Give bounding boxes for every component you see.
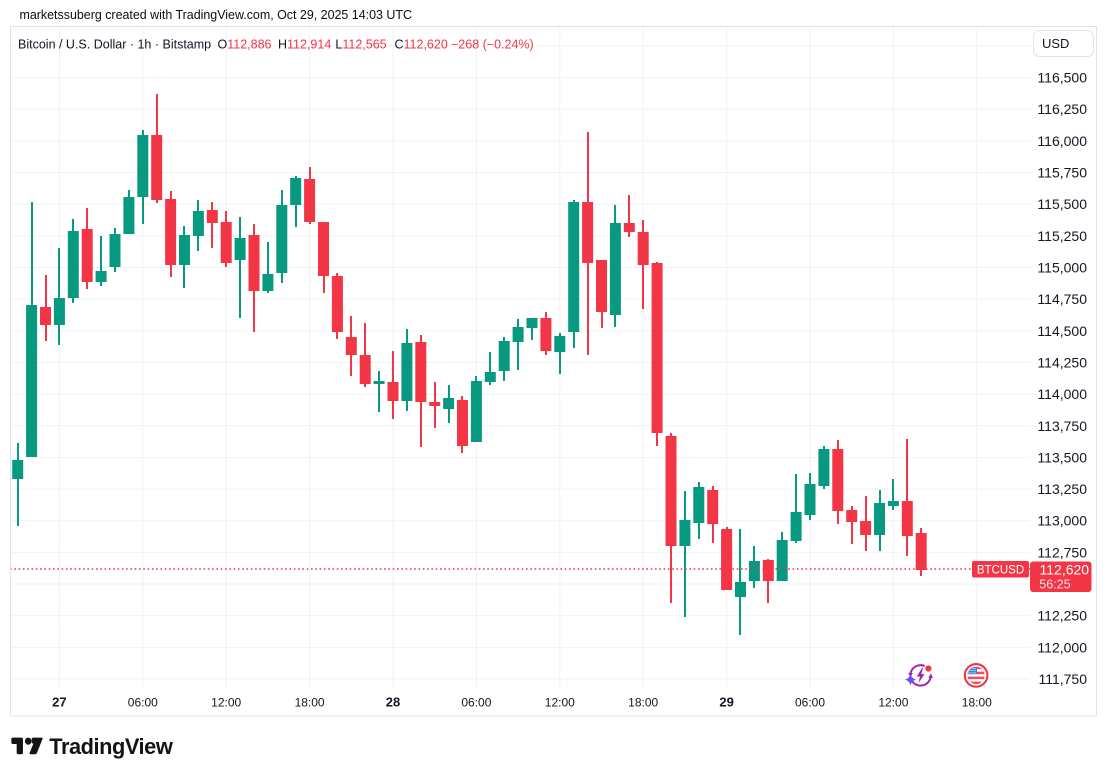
svg-text:113,250: 113,250 <box>1037 481 1087 497</box>
svg-text:116,250: 116,250 <box>1037 101 1087 117</box>
svg-text:C112,620: C112,620 <box>395 37 448 51</box>
svg-text:112,750: 112,750 <box>1037 544 1087 560</box>
svg-text:06:00: 06:00 <box>461 696 491 710</box>
svg-text:113,000: 113,000 <box>1037 513 1087 529</box>
svg-text:115,750: 115,750 <box>1037 164 1087 180</box>
svg-text:28: 28 <box>386 695 400 710</box>
svg-text:114,000: 114,000 <box>1037 386 1087 402</box>
svg-text:111,750: 111,750 <box>1038 671 1087 687</box>
svg-text:112,620: 112,620 <box>1040 561 1090 577</box>
svg-text:116,500: 116,500 <box>1037 70 1087 86</box>
svg-text:12:00: 12:00 <box>211 696 241 710</box>
svg-text:H112,914: H112,914 <box>278 37 331 51</box>
svg-text:112,000: 112,000 <box>1037 639 1087 655</box>
svg-text:115,500: 115,500 <box>1037 196 1087 212</box>
svg-text:113,750: 113,750 <box>1037 418 1087 434</box>
svg-text:116,000: 116,000 <box>1037 133 1087 149</box>
svg-text:O112,886: O112,886 <box>218 37 272 51</box>
svg-text:12:00: 12:00 <box>878 696 908 710</box>
svg-text:113,500: 113,500 <box>1037 449 1087 465</box>
svg-text:112,250: 112,250 <box>1037 608 1087 624</box>
svg-text:Bitcoin / U.S. Dollar · 1h · B: Bitcoin / U.S. Dollar · 1h · Bitstamp <box>18 37 211 51</box>
svg-text:29: 29 <box>719 695 733 710</box>
svg-text:27: 27 <box>52 695 66 710</box>
svg-text:12:00: 12:00 <box>545 696 575 710</box>
svg-text:18:00: 18:00 <box>295 696 325 710</box>
svg-text:06:00: 06:00 <box>128 696 158 710</box>
svg-text:114,750: 114,750 <box>1037 291 1087 307</box>
svg-text:TradingView: TradingView <box>49 734 173 759</box>
svg-text:114,500: 114,500 <box>1037 323 1087 339</box>
svg-text:115,250: 115,250 <box>1037 228 1087 244</box>
svg-text:USD: USD <box>1042 36 1069 51</box>
svg-text:marketssuberg created with Tra: marketssuberg created with TradingView.c… <box>20 8 412 22</box>
svg-text:18:00: 18:00 <box>628 696 658 710</box>
svg-text:56:25: 56:25 <box>1039 578 1070 592</box>
svg-text:115,000: 115,000 <box>1037 259 1087 275</box>
svg-text:114,250: 114,250 <box>1037 354 1087 370</box>
svg-text:06:00: 06:00 <box>795 696 825 710</box>
svg-text:−268 (−0.24%): −268 (−0.24%) <box>451 37 534 51</box>
svg-text:18:00: 18:00 <box>962 696 992 710</box>
svg-text:L112,565: L112,565 <box>335 37 386 51</box>
svg-text:BTCUSD: BTCUSD <box>977 564 1024 576</box>
